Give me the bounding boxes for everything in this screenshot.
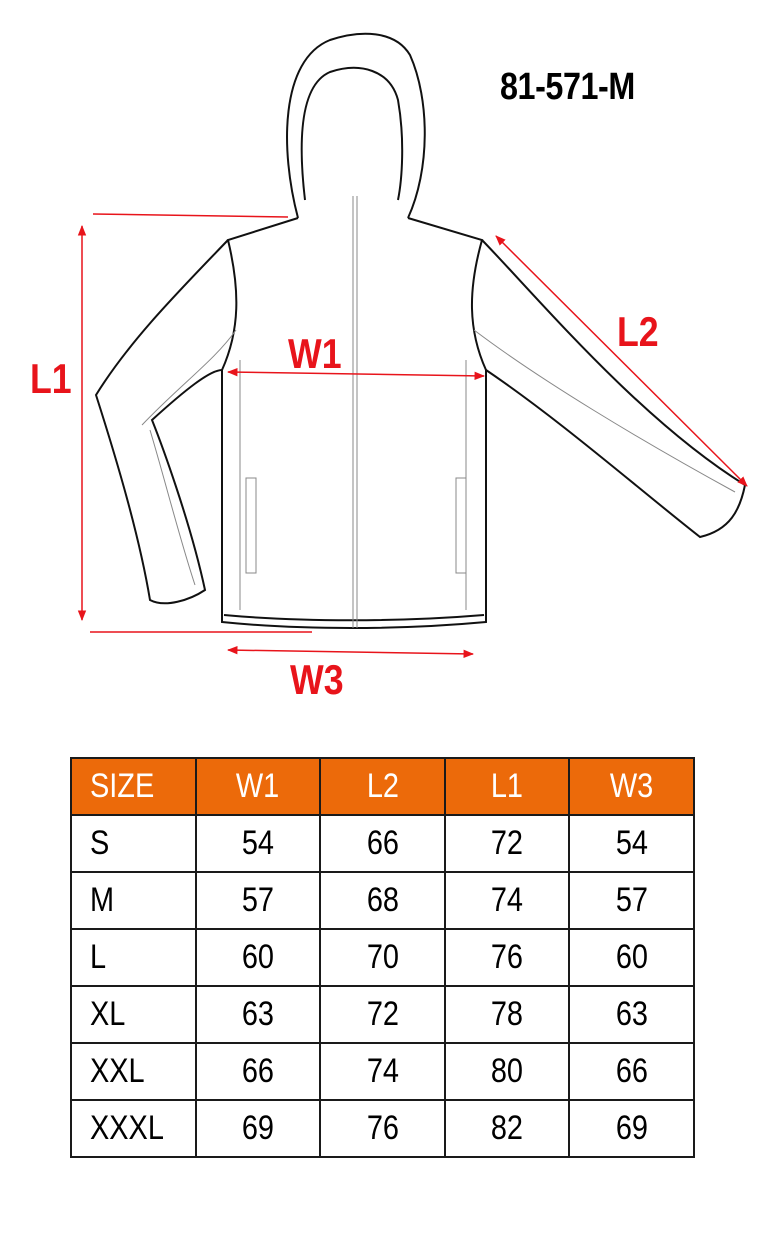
value-cell: 72 — [319, 985, 446, 1044]
value-cell: 60 — [568, 928, 695, 987]
value-cell: 54 — [194, 814, 322, 873]
measurement-arrows — [77, 213, 748, 659]
value-cell: 69 — [194, 1099, 322, 1158]
value-cell: 68 — [319, 871, 446, 930]
header-size: SIZE — [70, 757, 197, 816]
value-cell: 54 — [568, 814, 695, 873]
table-header-row: SIZE W1 L2 L1 W3 — [70, 757, 695, 816]
header-w3: W3 — [568, 757, 695, 816]
label-w3: W3 — [290, 656, 344, 703]
table-row: XXL 66 74 80 66 — [70, 1042, 695, 1101]
value-cell: 69 — [568, 1099, 695, 1158]
label-l1: L1 — [30, 355, 72, 402]
table-row: S 54 66 72 54 — [70, 814, 695, 873]
header-w1: W1 — [194, 757, 322, 816]
value-cell: 76 — [319, 1099, 446, 1158]
value-cell: 74 — [443, 871, 571, 930]
table-row: M 57 68 74 57 — [70, 871, 695, 930]
value-cell: 80 — [443, 1042, 571, 1101]
table-row: L 60 70 76 60 — [70, 928, 695, 987]
size-cell: M — [70, 871, 197, 930]
value-cell: 66 — [568, 1042, 695, 1101]
value-cell: 70 — [319, 928, 446, 987]
value-cell: 82 — [443, 1099, 571, 1158]
value-cell: 76 — [443, 928, 571, 987]
table-row: XXXL 69 76 82 69 — [70, 1099, 695, 1158]
value-cell: 60 — [194, 928, 322, 987]
size-cell: XXXL — [70, 1099, 197, 1158]
value-cell: 57 — [568, 871, 695, 930]
size-table: SIZE W1 L2 L1 W3 S 54 66 72 54 M 57 68 74 57 L 60 70… — [70, 757, 695, 1158]
label-l2: L2 — [617, 308, 659, 355]
value-cell: 74 — [319, 1042, 446, 1101]
size-cell: L — [70, 928, 197, 987]
value-cell: 66 — [194, 1042, 322, 1101]
size-cell: S — [70, 814, 197, 873]
size-cell: XL — [70, 985, 197, 1044]
label-w1: W1 — [288, 330, 342, 377]
product-code: 81-571-M — [500, 66, 635, 108]
table-row: XL 63 72 78 63 — [70, 985, 695, 1044]
value-cell: 72 — [443, 814, 571, 873]
value-cell: 63 — [194, 985, 322, 1044]
value-cell: 66 — [319, 814, 446, 873]
size-cell: XXL — [70, 1042, 197, 1101]
header-l1: L1 — [443, 757, 571, 816]
value-cell: 63 — [568, 985, 695, 1044]
jacket-diagram — [77, 32, 748, 659]
value-cell: 78 — [443, 985, 571, 1044]
value-cell: 57 — [194, 871, 322, 930]
header-l2: L2 — [319, 757, 446, 816]
